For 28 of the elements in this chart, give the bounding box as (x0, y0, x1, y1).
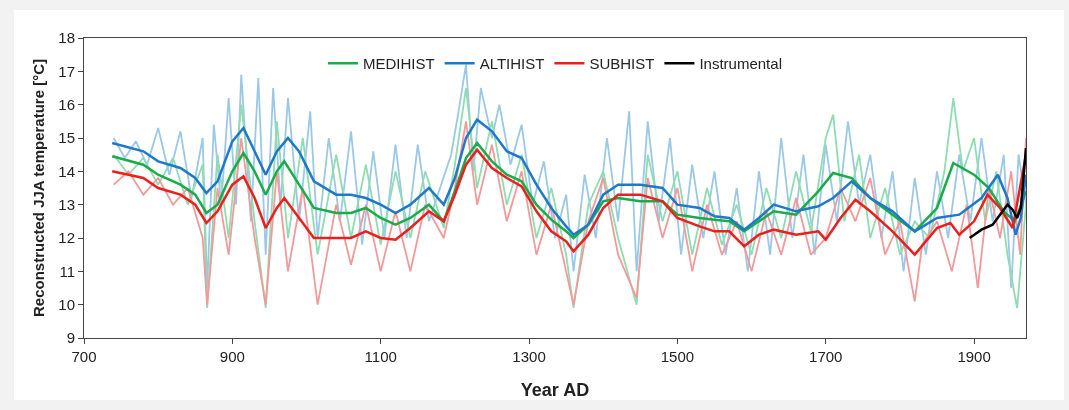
line-series (112, 87, 1026, 309)
y-tick-label: 16 (58, 95, 75, 113)
y-tick-label: 12 (58, 229, 75, 247)
y-tick-label: 15 (58, 129, 75, 147)
x-tick-label: 1900 (957, 348, 991, 365)
line-series (112, 120, 1026, 306)
legend-label: MEDIHIST (363, 55, 435, 73)
y-tick-label: 10 (58, 295, 75, 313)
x-tick-label: 700 (71, 348, 97, 365)
line-series (110, 148, 1026, 256)
x-tick-label: 1700 (809, 348, 843, 365)
y-tick-label: 11 (59, 262, 75, 280)
y-tick-label: 17 (58, 62, 75, 80)
y-tick-label: 14 (58, 162, 75, 180)
y-tick-label: 9 (66, 329, 75, 347)
x-tick-label: 1100 (364, 348, 397, 365)
legend-label: SUBHIST (589, 55, 655, 73)
x-tick-label: 1500 (660, 348, 695, 365)
y-axis-title: Reconstructed JJA temperature [°C] (30, 58, 47, 318)
line-series (968, 146, 1026, 240)
legend-label: ALTIHIST (479, 55, 545, 73)
y-tick-label: 18 (58, 29, 75, 47)
x-tick-label: 1300 (512, 348, 546, 365)
x-axis-title: Year AD (520, 380, 590, 400)
line-series (110, 118, 1026, 236)
y-tick-label: 13 (58, 195, 75, 213)
x-tick-label: 900 (219, 348, 245, 365)
legend-label: Instrumental (699, 55, 782, 73)
